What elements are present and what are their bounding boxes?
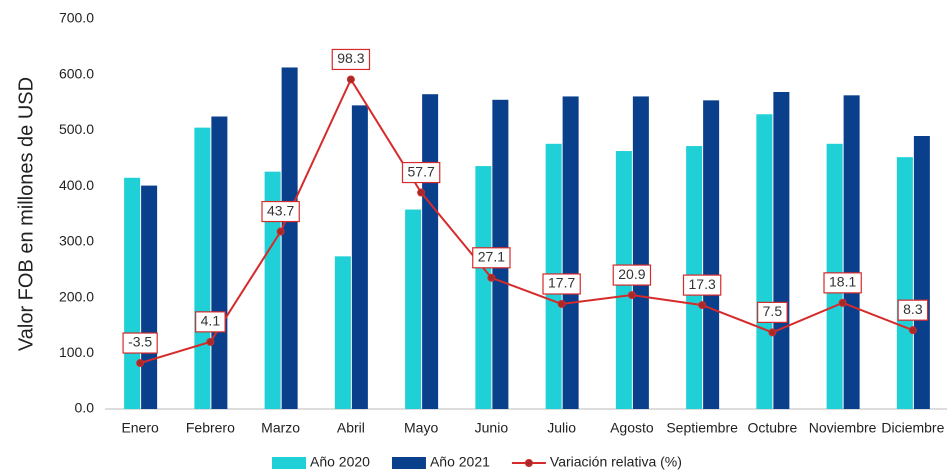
bar xyxy=(562,96,579,409)
line-marker xyxy=(487,273,496,282)
data-label-box xyxy=(757,301,788,323)
bar xyxy=(475,166,492,409)
x-tick-label: Febrero xyxy=(186,420,235,436)
y-axis-label: Valor FOB en millones de USD xyxy=(15,77,37,351)
bar xyxy=(632,96,649,409)
legend-label: Año 2021 xyxy=(430,454,490,470)
data-label-box xyxy=(472,247,511,269)
data-label-box xyxy=(195,311,226,333)
x-tick-label: Noviembre xyxy=(809,420,877,436)
bar xyxy=(843,95,860,409)
data-label: 57.7 xyxy=(401,161,441,184)
data-label-box xyxy=(401,161,441,184)
x-tick-label: Octubre xyxy=(747,420,797,436)
y-tick-label: 400.0 xyxy=(59,177,94,193)
line-marker xyxy=(627,291,636,300)
data-label-box xyxy=(331,48,371,71)
bar xyxy=(405,209,422,409)
data-label-text: 17.3 xyxy=(689,276,716,292)
data-label-box xyxy=(682,274,722,296)
x-tick-label: Diciembre xyxy=(881,420,944,436)
bar xyxy=(913,136,930,409)
line-marker xyxy=(276,227,285,236)
line-marker xyxy=(557,299,566,308)
data-label: 8.3 xyxy=(897,299,929,321)
data-label-box xyxy=(542,273,581,295)
bar xyxy=(264,171,281,409)
data-label-box xyxy=(261,200,300,223)
data-label-text: 18.1 xyxy=(829,274,856,290)
bar xyxy=(194,127,211,410)
y-tick-label: 500.0 xyxy=(59,121,94,137)
x-tick-label: Junio xyxy=(475,420,509,436)
data-label: 18.1 xyxy=(823,272,862,294)
y-tick-label: 100.0 xyxy=(59,344,94,360)
legend-swatch xyxy=(391,457,426,469)
bar xyxy=(281,67,298,409)
data-label-box xyxy=(823,272,862,294)
data-label: 4.1 xyxy=(195,311,226,333)
x-tick-label: Enero xyxy=(121,420,159,436)
bar xyxy=(773,91,790,409)
bar xyxy=(351,105,368,409)
data-label-text: -3.5 xyxy=(128,334,152,350)
data-label-text: 27.1 xyxy=(478,248,505,264)
data-label-text: 98.3 xyxy=(337,50,364,66)
data-label-box xyxy=(612,264,652,286)
data-label-text: 43.7 xyxy=(267,202,294,218)
data-label: 43.7 xyxy=(261,200,300,223)
data-label-box xyxy=(897,299,929,321)
bar xyxy=(211,116,228,409)
x-tick-label: Agosto xyxy=(610,420,654,436)
data-label: 98.3 xyxy=(331,48,371,71)
data-label-text: 8.3 xyxy=(903,301,923,317)
line xyxy=(139,77,914,364)
bar xyxy=(756,114,773,410)
data-label: 7.5 xyxy=(757,301,788,323)
line-marker xyxy=(136,359,145,368)
legend-swatch xyxy=(272,457,306,469)
bar xyxy=(422,94,439,409)
line-marker xyxy=(768,328,777,337)
x-tick-label: Marzo xyxy=(261,420,300,436)
data-label-box xyxy=(122,332,158,354)
data-label: 20.9 xyxy=(612,264,652,286)
bar xyxy=(703,100,720,409)
data-label: 17.7 xyxy=(542,273,581,295)
bar xyxy=(334,256,351,409)
legend-label: Variación relativa (%) xyxy=(550,454,682,470)
data-label: -3.5 xyxy=(122,332,158,354)
x-tick-label: Julio xyxy=(547,420,576,436)
x-tick-label: Septiembre xyxy=(666,420,738,436)
legend-label: Año 2020 xyxy=(310,454,370,470)
data-label: 17.3 xyxy=(682,274,722,296)
data-label-text: 57.7 xyxy=(408,163,435,179)
bar xyxy=(141,185,158,409)
line-marker xyxy=(206,337,215,346)
line-marker xyxy=(838,298,847,307)
line-marker xyxy=(417,188,426,197)
line-marker xyxy=(346,75,355,84)
data-label-text: 7.5 xyxy=(763,303,783,319)
y-tick-label: 200.0 xyxy=(59,288,94,304)
y-tick-label: 600.0 xyxy=(59,65,94,81)
x-tick-label: Abril xyxy=(337,420,365,436)
data-label: 27.1 xyxy=(472,247,511,269)
line-marker xyxy=(908,326,917,335)
bar xyxy=(124,177,141,409)
y-tick-label: 700.0 xyxy=(59,10,94,26)
bar xyxy=(896,157,913,409)
y-tick-label: 0.0 xyxy=(75,400,95,416)
data-label-text: 20.9 xyxy=(618,266,645,282)
data-label-text: 4.1 xyxy=(201,313,221,329)
data-label-text: 17.7 xyxy=(548,275,575,291)
y-tick-label: 300.0 xyxy=(59,233,94,249)
legend-swatch xyxy=(524,459,533,467)
line-marker xyxy=(698,301,707,310)
x-tick-label: Mayo xyxy=(404,420,438,436)
